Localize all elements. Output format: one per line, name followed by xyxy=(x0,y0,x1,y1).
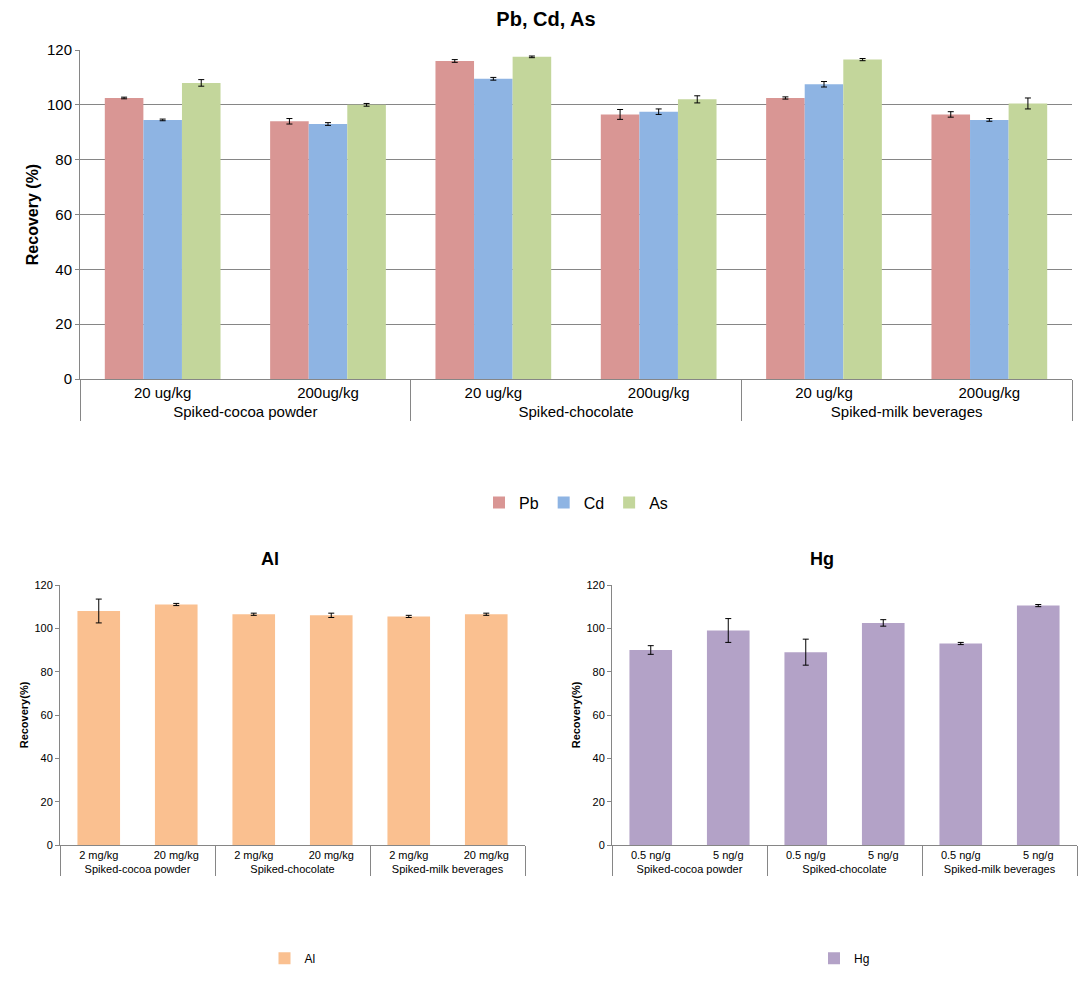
svg-text:Spiked-chocolate: Spiked-chocolate xyxy=(518,403,633,420)
svg-text:0.5 ng/g: 0.5 ng/g xyxy=(786,849,826,861)
svg-text:0.5 ng/g: 0.5 ng/g xyxy=(631,849,671,861)
svg-text:20 mg/kg: 20 mg/kg xyxy=(464,849,509,861)
svg-text:Spiked-milk beverages: Spiked-milk beverages xyxy=(944,863,1056,875)
svg-text:80: 80 xyxy=(41,666,53,678)
svg-text:2 mg/kg: 2 mg/kg xyxy=(79,849,118,861)
svg-text:100: 100 xyxy=(586,622,604,634)
svg-text:Spiked-cocoa powder: Spiked-cocoa powder xyxy=(85,863,191,875)
svg-text:Recovery (%): Recovery (%) xyxy=(24,164,41,265)
svg-text:100: 100 xyxy=(47,96,72,113)
svg-text:40: 40 xyxy=(41,752,53,764)
svg-text:Spiked-cocoa powder: Spiked-cocoa powder xyxy=(637,863,743,875)
svg-text:0: 0 xyxy=(599,839,605,851)
svg-text:Spiked-chocolate: Spiked-chocolate xyxy=(250,863,334,875)
svg-text:60: 60 xyxy=(55,206,72,223)
svg-text:5 ng/g: 5 ng/g xyxy=(868,849,899,861)
svg-text:Spiked-cocoa powder: Spiked-cocoa powder xyxy=(173,403,317,420)
svg-text:20 ug/kg: 20 ug/kg xyxy=(795,384,853,401)
svg-text:Spiked-milk beverages: Spiked-milk beverages xyxy=(831,403,983,420)
svg-text:2 mg/kg: 2 mg/kg xyxy=(234,849,273,861)
svg-text:40: 40 xyxy=(593,752,605,764)
svg-text:Hg: Hg xyxy=(810,549,834,569)
svg-text:20: 20 xyxy=(41,796,53,808)
svg-text:40: 40 xyxy=(55,261,72,278)
svg-text:Recovery(%): Recovery(%) xyxy=(18,681,30,748)
svg-text:100: 100 xyxy=(34,622,52,634)
svg-text:2 mg/kg: 2 mg/kg xyxy=(389,849,428,861)
svg-text:20 mg/kg: 20 mg/kg xyxy=(309,849,354,861)
svg-text:20: 20 xyxy=(55,315,72,332)
svg-text:Al: Al xyxy=(261,549,279,569)
svg-text:60: 60 xyxy=(41,709,53,721)
svg-text:120: 120 xyxy=(586,579,604,591)
svg-text:Al: Al xyxy=(305,952,316,966)
svg-text:Pb, Cd, As: Pb, Cd, As xyxy=(496,8,595,30)
svg-text:Hg: Hg xyxy=(854,952,869,966)
svg-text:80: 80 xyxy=(55,151,72,168)
svg-text:20 mg/kg: 20 mg/kg xyxy=(154,849,199,861)
svg-text:20 ug/kg: 20 ug/kg xyxy=(465,384,523,401)
svg-text:200ug/kg: 200ug/kg xyxy=(958,384,1020,401)
svg-text:5 ng/g: 5 ng/g xyxy=(713,849,744,861)
svg-text:0: 0 xyxy=(64,370,72,387)
svg-text:As: As xyxy=(649,495,668,512)
svg-text:Cd: Cd xyxy=(584,495,604,512)
svg-text:5 ng/g: 5 ng/g xyxy=(1023,849,1054,861)
svg-text:0.5 ng/g: 0.5 ng/g xyxy=(941,849,981,861)
svg-text:Spiked-chocolate: Spiked-chocolate xyxy=(802,863,886,875)
svg-text:20 ug/kg: 20 ug/kg xyxy=(134,384,192,401)
svg-text:200ug/kg: 200ug/kg xyxy=(628,384,690,401)
svg-text:Spiked-milk beverages: Spiked-milk beverages xyxy=(392,863,504,875)
svg-text:Recovery(%): Recovery(%) xyxy=(570,681,582,748)
svg-text:120: 120 xyxy=(34,579,52,591)
svg-text:80: 80 xyxy=(593,666,605,678)
svg-text:200ug/kg: 200ug/kg xyxy=(297,384,359,401)
svg-text:60: 60 xyxy=(593,709,605,721)
svg-text:Pb: Pb xyxy=(519,495,539,512)
svg-text:0: 0 xyxy=(47,839,53,851)
svg-text:20: 20 xyxy=(593,796,605,808)
svg-text:120: 120 xyxy=(47,41,72,58)
